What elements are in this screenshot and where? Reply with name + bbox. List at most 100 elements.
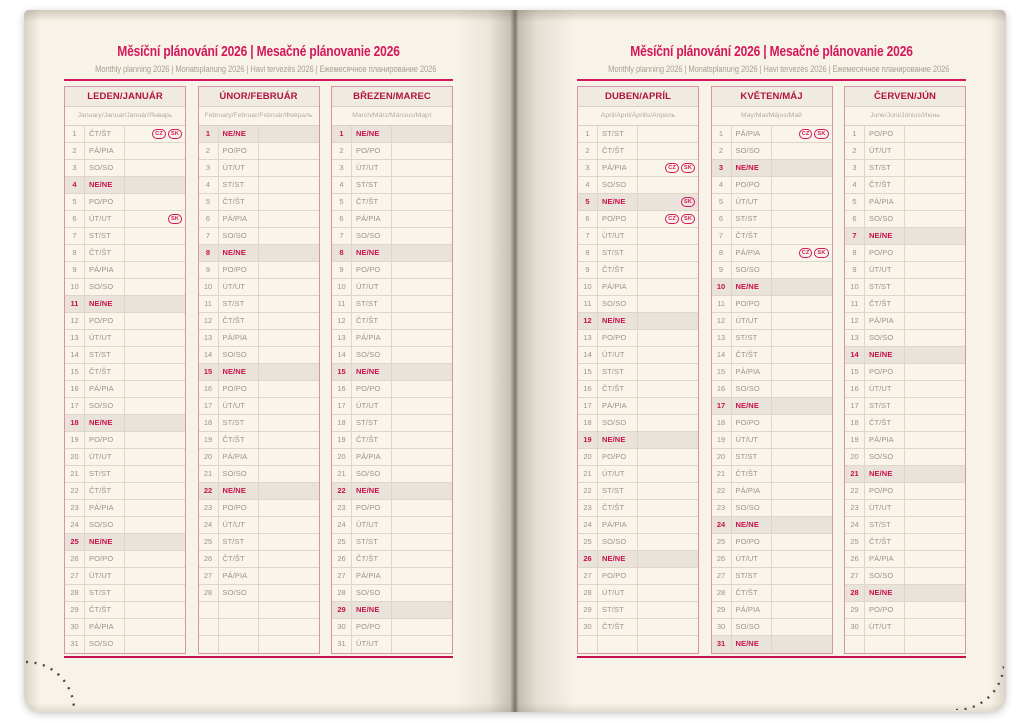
weekday-label: PÁ/PIA (598, 160, 638, 176)
day-row: 5 PÁ/PIA (845, 194, 965, 211)
day-row: 9 PO/PO (198, 262, 319, 279)
day-row: 28 ST/ST (65, 585, 185, 602)
day-number: 11 (65, 296, 85, 312)
day-number: 1 (65, 126, 85, 142)
day-row: 11 ČT/ŠT (845, 296, 965, 313)
notes-cell (638, 534, 698, 550)
month-table-february: ÚNOR/FEBRUÁR February/Februar/Február/Фев… (197, 86, 320, 654)
weekday-label: PO/PO (865, 245, 905, 261)
day-number: 4 (332, 177, 352, 193)
day-number: 10 (578, 279, 598, 295)
day-number: 27 (845, 568, 865, 584)
day-number: 9 (578, 262, 598, 278)
weekday-label: ST/ST (865, 160, 905, 176)
day-row: 27 PO/PO (578, 568, 698, 585)
day-row: 10 SO/SO (65, 279, 185, 296)
day-row: 31 ÚT/UT (332, 636, 452, 653)
weekday-label: PÁ/PIA (598, 398, 638, 414)
day-row-sunday: 22 NE/NE (198, 483, 319, 500)
day-number: 14 (65, 347, 85, 363)
day-number: 7 (199, 228, 219, 244)
notes-cell (772, 160, 832, 176)
day-row: 3 ST/ST (845, 160, 965, 177)
weekday-label: ČT/ŠT (732, 347, 772, 363)
weekday-label (865, 636, 905, 653)
day-row: 13 PO/PO (578, 330, 698, 347)
day-number: 1 (199, 126, 219, 142)
day-number: 10 (65, 279, 85, 295)
weekday-label: ČT/ŠT (732, 466, 772, 482)
day-row: 12 PO/PO (65, 313, 185, 330)
day-number: 6 (199, 211, 219, 227)
day-row: 23 SO/SO (711, 500, 832, 517)
day-number: 17 (332, 398, 352, 414)
holiday-badge-sk: SK (680, 213, 695, 224)
day-row: 14 ST/ST (65, 347, 185, 364)
day-number: 17 (712, 398, 732, 414)
day-row: 3 ÚT/UT (332, 160, 452, 177)
day-number: 20 (332, 449, 352, 465)
weekday-label: NE/NE (85, 534, 125, 550)
header-rule (64, 79, 453, 81)
weekday-label: SO/SO (352, 585, 392, 601)
day-number: 25 (65, 534, 85, 550)
weekday-label: PO/PO (219, 143, 259, 159)
weekday-label: PÁ/PIA (352, 449, 392, 465)
day-number: 15 (712, 364, 732, 380)
day-number: 20 (199, 449, 219, 465)
notes-cell (905, 483, 965, 499)
day-number: 23 (845, 500, 865, 516)
day-row: 22 PO/PO (845, 483, 965, 500)
day-row-sunday: 8 NE/NE (332, 245, 452, 262)
day-number: 25 (845, 534, 865, 550)
day-row: 17 SO/SO (65, 398, 185, 415)
notes-cell (905, 177, 965, 193)
day-number: 28 (199, 585, 219, 601)
notes-cell (905, 602, 965, 618)
day-row: 25 PO/PO (711, 534, 832, 551)
weekday-label: NE/NE (865, 228, 905, 244)
day-row: 27 PÁ/PIA (198, 568, 319, 585)
notes-cell (638, 636, 698, 653)
weekday-label: SO/SO (865, 211, 905, 227)
weekday-label: ST/ST (219, 415, 259, 431)
day-row: 27 ST/ST (711, 568, 832, 585)
notes-cell (125, 160, 185, 176)
notes-cell (125, 194, 185, 210)
day-number: 11 (332, 296, 352, 312)
weekday-label: NE/NE (865, 585, 905, 601)
weekday-label: PÁ/PIA (865, 551, 905, 567)
day-row: 18 SO/SO (578, 415, 698, 432)
day-number: 18 (199, 415, 219, 431)
notes-cell (638, 398, 698, 414)
page-left: Měsíční plánování 2026 | Mesačné plánova… (24, 10, 515, 712)
weekday-label: ST/ST (352, 415, 392, 431)
day-row: 21 SO/SO (332, 466, 452, 483)
day-row: 25 ČT/ŠT (845, 534, 965, 551)
day-row: 28 ČT/ŠT (711, 585, 832, 602)
day-row: 24 SO/SO (65, 517, 185, 534)
notes-cell (259, 330, 319, 346)
day-number (199, 602, 219, 618)
day-row: 28 ÚT/UT (578, 585, 698, 602)
day-row: 5 ÚT/UT (711, 194, 832, 211)
notes-cell (772, 619, 832, 635)
notes-cell (392, 500, 452, 516)
holiday-badge-sk: SK (167, 213, 182, 224)
day-row: 9 SO/SO (711, 262, 832, 279)
day-row: 21 SO/SO (198, 466, 319, 483)
notes-cell (638, 143, 698, 159)
weekday-label: NE/NE (219, 364, 259, 380)
day-row: 10 ST/ST (845, 279, 965, 296)
day-number: 7 (65, 228, 85, 244)
notes-cell (259, 245, 319, 261)
day-row-sunday: 8 NE/NE (198, 245, 319, 262)
notes-cell (392, 296, 452, 312)
weekday-label: PO/PO (865, 602, 905, 618)
day-row: 29 PÁ/PIA (711, 602, 832, 619)
notes-cell: CZ SK (125, 126, 185, 142)
weekday-label: PÁ/PIA (85, 262, 125, 278)
notes-cell (392, 381, 452, 397)
day-row-sunday: 10 NE/NE (711, 279, 832, 296)
weekday-label: SO/SO (85, 279, 125, 295)
